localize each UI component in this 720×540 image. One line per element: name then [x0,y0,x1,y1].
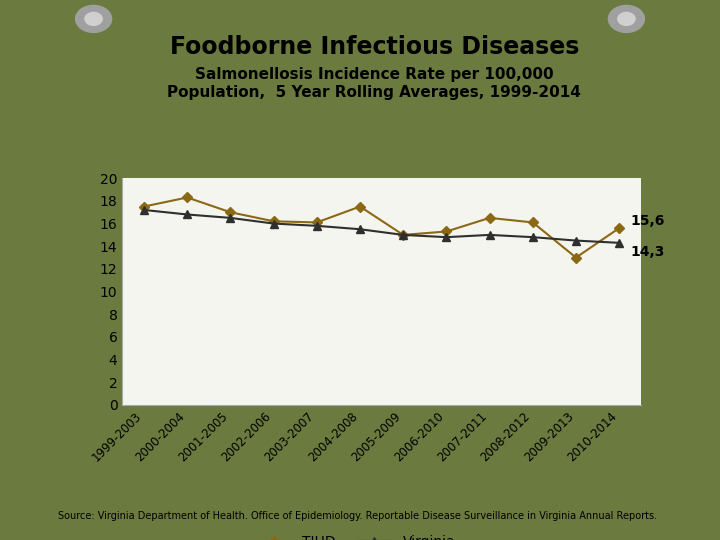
TJHD [269,218,278,225]
Text: 14,3: 14,3 [630,246,665,259]
TJHD [572,254,580,261]
TJHD [485,215,494,221]
TJHD [399,232,408,238]
Virginia [183,211,192,218]
TJHD [356,204,364,210]
TJHD [442,228,451,235]
Line: Virginia: Virginia [140,206,624,247]
Virginia [572,238,580,244]
Virginia [269,220,278,227]
Text: Source: Virginia Department of Health. Office of Epidemiology. Reportable Diseas: Source: Virginia Department of Health. O… [58,511,657,521]
Virginia [528,234,537,240]
Text: 15,6: 15,6 [630,214,665,228]
TJHD [140,204,148,210]
Line: TJHD: TJHD [140,194,623,261]
Legend: TJHD, Virginia: TJHD, Virginia [251,530,461,540]
Virginia [485,232,494,238]
Virginia [399,232,408,238]
Virginia [312,222,321,229]
TJHD [226,209,235,215]
TJHD [528,219,537,226]
Virginia [140,207,148,213]
Virginia [442,234,451,240]
Virginia [226,215,235,221]
TJHD [183,194,192,201]
Virginia [615,240,624,246]
TJHD [615,225,624,231]
Text: Salmonellosis Incidence Rate per 100,000
Population,  5 Year Rolling Averages, 1: Salmonellosis Incidence Rate per 100,000… [168,68,581,100]
TJHD [312,219,321,226]
Text: Foodborne Infectious Diseases: Foodborne Infectious Diseases [170,35,579,59]
Virginia [356,226,364,232]
